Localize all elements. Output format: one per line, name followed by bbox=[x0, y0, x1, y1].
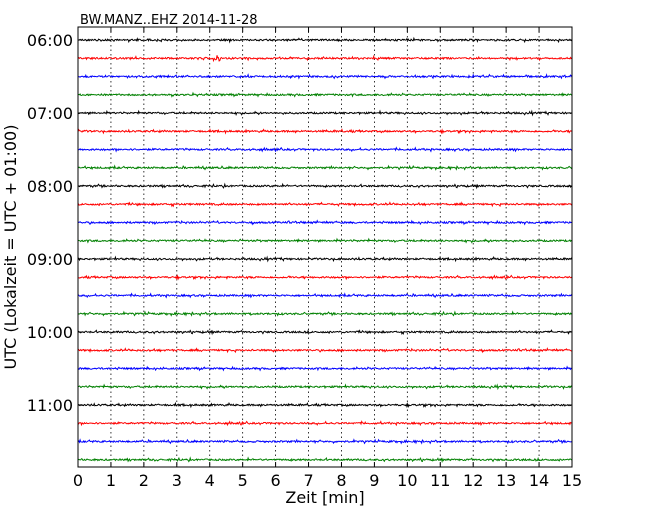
seismogram-trace bbox=[77, 401, 572, 409]
x-tick-label: 15 bbox=[562, 471, 582, 490]
seismogram-trace bbox=[77, 365, 573, 372]
chart-title: BW.MANZ..EHZ 2014-11-28 bbox=[80, 13, 258, 28]
x-tick-label: 10 bbox=[397, 471, 417, 490]
x-tick-label: 9 bbox=[369, 471, 379, 490]
plot-frame bbox=[77, 26, 573, 468]
y-tick-label: 06:00 bbox=[27, 31, 73, 50]
seismogram-trace bbox=[77, 54, 573, 63]
x-tick-label: 2 bbox=[139, 471, 149, 490]
seismogram-trace bbox=[77, 456, 573, 464]
x-tick-label: 0 bbox=[73, 471, 83, 490]
y-tick-label: 07:00 bbox=[27, 104, 73, 123]
y-tick-label: 10:00 bbox=[27, 323, 73, 342]
seismogram-trace bbox=[77, 182, 573, 190]
y-axis-label: UTC (Lokalzeit = UTC + 01:00) bbox=[1, 125, 20, 370]
seismogram-trace bbox=[77, 36, 573, 44]
seismogram-trace bbox=[77, 237, 573, 244]
seismogram-trace bbox=[77, 219, 573, 226]
seismogram-trace bbox=[77, 292, 573, 299]
seismogram-trace bbox=[77, 146, 573, 153]
x-tick-label: 1 bbox=[106, 471, 116, 490]
seismogram-trace bbox=[77, 164, 573, 171]
seismogram-trace bbox=[77, 73, 573, 80]
x-tick-label: 8 bbox=[336, 471, 346, 490]
seismogram-trace bbox=[77, 420, 573, 427]
x-axis-label: Zeit [min] bbox=[285, 488, 364, 507]
trace-group bbox=[77, 36, 573, 464]
seismogram-trace bbox=[77, 329, 573, 336]
seismogram-trace bbox=[77, 310, 573, 317]
x-tick-label: 6 bbox=[271, 471, 281, 490]
x-tick-label: 5 bbox=[238, 471, 248, 490]
x-tick-label: 11 bbox=[430, 471, 450, 490]
seismogram-trace bbox=[77, 128, 573, 135]
seismogram-trace bbox=[77, 255, 573, 263]
seismogram-trace bbox=[77, 383, 573, 391]
y-tick-label: 11:00 bbox=[27, 396, 73, 415]
axis-ticks: 0 1 2 3 4 5 6 7 8 9 10 11 12 13 14 1506:0007:0008:0009:… bbox=[27, 27, 582, 490]
y-tick-label: 09:00 bbox=[27, 250, 73, 269]
x-tick-label: 7 bbox=[303, 471, 313, 490]
x-tick-label: 14 bbox=[529, 471, 549, 490]
x-tick-label: 4 bbox=[205, 471, 215, 490]
grid-lines bbox=[110, 27, 540, 467]
x-tick-label: 13 bbox=[496, 471, 516, 490]
seismogram-trace bbox=[77, 201, 573, 208]
seismogram-trace bbox=[77, 438, 573, 445]
seismogram-trace bbox=[77, 109, 573, 117]
seismogram-trace bbox=[77, 91, 573, 98]
x-tick-label: 12 bbox=[463, 471, 483, 490]
y-tick-label: 08:00 bbox=[27, 177, 73, 196]
x-tick-label: 3 bbox=[172, 471, 182, 490]
seismogram-trace bbox=[77, 274, 573, 281]
seismogram-trace bbox=[77, 347, 573, 354]
